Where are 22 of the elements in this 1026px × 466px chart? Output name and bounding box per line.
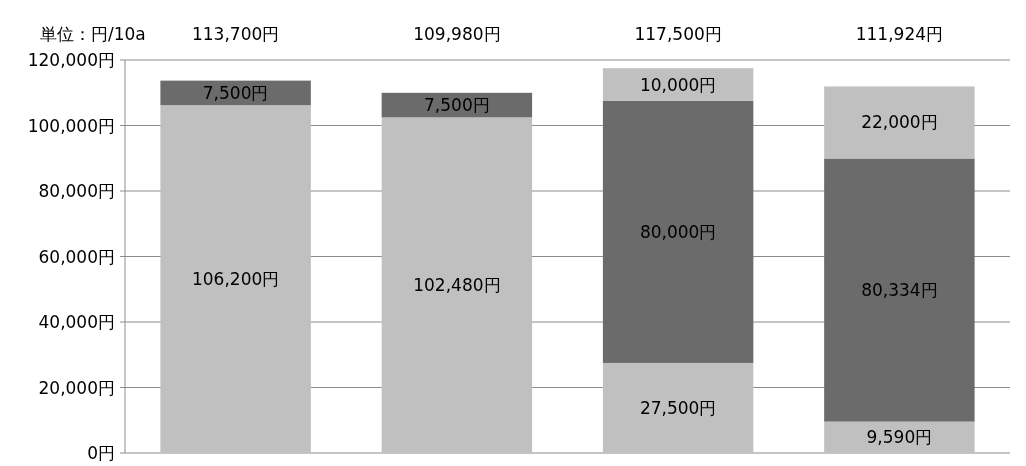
data-label: 10,000円 [639,74,717,95]
total-label: 113,700円 [191,24,280,44]
y-tick-label: 120,000円 [27,50,115,70]
y-tick-label: 60,000円 [38,246,115,267]
total-label: 109,980円 [413,24,501,44]
data-label: 80,334円 [861,280,938,301]
data-label: 22,000円 [861,112,938,133]
data-label: 7,500円 [202,82,269,103]
data-label: 80,000円 [639,221,717,242]
y-tick-label: 80,000円 [38,181,115,201]
data-label: 7,500円 [424,95,490,116]
data-label: 102,480円 [413,275,501,296]
data-label: 106,200円 [191,269,280,290]
y-tick-label: 100,000円 [27,115,115,136]
data-label: 27,500円 [639,397,717,418]
data-label: 9,590円 [866,427,933,448]
y-tick-label: 20,000円 [38,377,115,398]
y-tick-label: 40,000円 [38,312,115,332]
total-label: 111,924円 [855,24,944,44]
total-label: 117,500円 [634,24,722,44]
y-tick-label: 0円 [87,443,115,463]
text: 単位：円/10a [40,24,146,44]
